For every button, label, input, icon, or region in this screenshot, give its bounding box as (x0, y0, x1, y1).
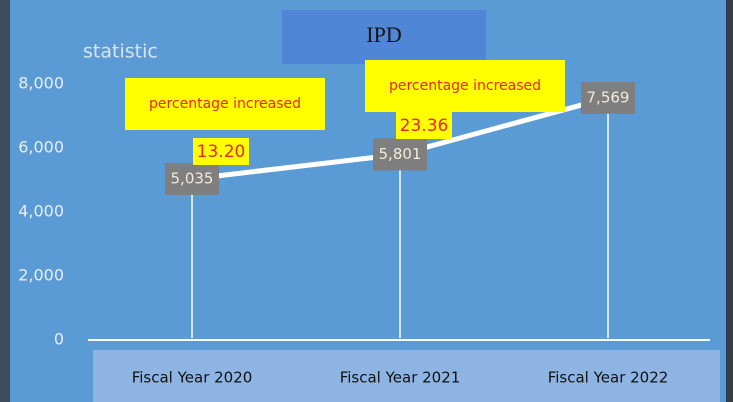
right-edge (726, 0, 733, 402)
value-box (165, 162, 219, 195)
annotation-box (125, 78, 325, 130)
x-tick-label: Fiscal Year 2022 (548, 369, 669, 387)
annotation-value-box (396, 112, 452, 139)
left-edge (0, 0, 10, 402)
y-axis-label: statistic (83, 41, 158, 63)
value-label: 5,035 (171, 169, 214, 187)
category-band (93, 350, 720, 402)
annotation-text: percentage increased (389, 78, 541, 94)
y-tick-label: 6,000 (18, 138, 64, 157)
title-box (282, 10, 486, 64)
annotation-value: 23.36 (400, 116, 449, 136)
y-tick-label: 2,000 (18, 266, 64, 285)
annotation-text: percentage increased (149, 96, 301, 112)
annotation-value-box (193, 138, 249, 165)
value-label: 7,569 (587, 88, 630, 106)
x-tick-label: Fiscal Year 2021 (340, 369, 461, 387)
annotation-value: 13.20 (197, 142, 246, 162)
x-tick-label: Fiscal Year 2020 (132, 369, 253, 387)
value-label: 5,801 (379, 145, 422, 163)
annotation-box (365, 60, 565, 112)
chart-title: IPD (366, 22, 401, 47)
value-box (581, 81, 635, 114)
y-tick-label: 0 (54, 330, 64, 349)
y-tick-label: 4,000 (18, 202, 64, 221)
y-tick-label: 8,000 (18, 74, 64, 93)
value-box (373, 138, 427, 171)
